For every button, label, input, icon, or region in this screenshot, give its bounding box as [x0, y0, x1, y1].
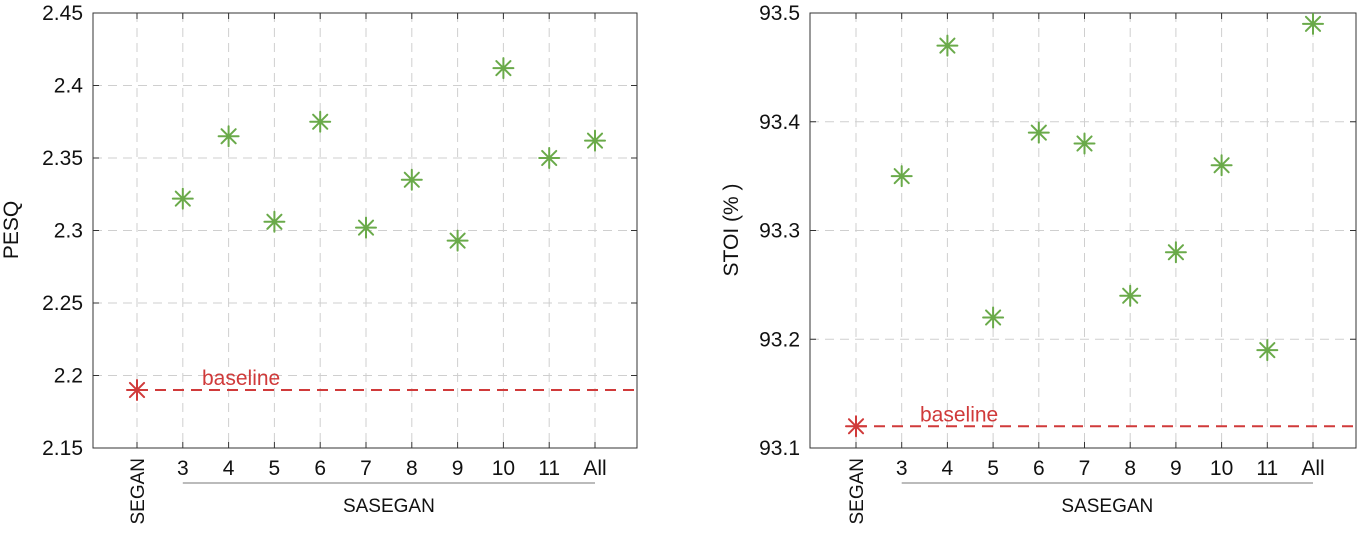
segan-point	[126, 379, 148, 401]
x-tick-label: 7	[360, 457, 372, 480]
stoi-chart: 93.1 93.2 93.3 93.4 93.5 SEGAN 3 4 5 6 7 8 9 10 11 All S…	[720, 2, 1357, 525]
x-tick-label: 6	[314, 457, 326, 480]
y-tick-label: 93.2	[759, 328, 800, 351]
sasegan-point-shape	[1256, 339, 1279, 362]
x-tick-label: 3	[896, 457, 908, 480]
y-tick-label: 2.4	[54, 75, 84, 98]
sasegan-point	[584, 129, 606, 152]
baseline-label: baseline	[202, 367, 280, 390]
sasegan-point	[1027, 121, 1050, 144]
sasegan-point	[446, 229, 469, 252]
sasegan-point	[1210, 154, 1233, 177]
sasegan-point	[982, 306, 1005, 329]
sasegan-point-shape	[492, 57, 515, 80]
sasegan-point-shape	[1119, 284, 1142, 307]
sasegan-point	[492, 57, 515, 80]
sasegan-point-shape	[936, 34, 959, 57]
group-label: SASEGAN	[343, 496, 435, 517]
sasegan-point-shape	[1302, 12, 1324, 35]
sasegan-point	[538, 147, 561, 169]
segan-point-shape	[126, 379, 148, 401]
sasegan-point-shape	[1210, 154, 1233, 177]
x-tick-label: 3	[177, 457, 189, 480]
sasegan-point-shape	[263, 210, 286, 233]
segan-point-shape	[845, 415, 867, 438]
segan-point	[845, 415, 867, 438]
sasegan-point-shape	[982, 306, 1005, 329]
x-tick-label: 8	[406, 457, 418, 480]
y-tick-label: 2.2	[54, 365, 83, 388]
sasegan-point-shape	[446, 229, 469, 252]
x-tick-label: All	[1301, 457, 1324, 480]
y-tick-label: 93.5	[759, 2, 800, 25]
x-tick-label: 9	[452, 457, 464, 480]
y-tick-label: 2.3	[54, 220, 83, 243]
sasegan-point	[936, 34, 959, 57]
y-tick-label: 2.25	[42, 292, 83, 315]
sasegan-point	[1164, 241, 1187, 264]
sasegan-point-shape	[400, 168, 423, 191]
y-tick-label: 93.1	[759, 437, 800, 460]
sasegan-point	[171, 187, 194, 210]
sasegan-point-shape	[1073, 132, 1096, 155]
sasegan-point-shape	[1027, 121, 1050, 144]
x-tick-label: 8	[1124, 457, 1136, 480]
sasegan-point	[1302, 12, 1324, 35]
x-tick-label: 4	[223, 457, 235, 480]
y-tick-label: 2.35	[42, 147, 83, 170]
sasegan-point-shape	[355, 216, 377, 239]
sasegan-point-shape	[890, 165, 913, 188]
y-tick-label: 2.15	[42, 437, 83, 460]
x-tick-label: 5	[987, 457, 999, 480]
sasegan-point	[309, 110, 332, 133]
x-tick-label: 10	[1210, 457, 1233, 480]
sasegan-point	[890, 165, 913, 188]
baseline-label: baseline	[920, 403, 998, 426]
x-tick-label: 4	[942, 457, 954, 480]
sasegan-point-shape	[171, 187, 194, 210]
x-tick-label: 9	[1170, 457, 1182, 480]
y-axis-label: STOI (% )	[720, 184, 743, 277]
x-tick-label: 11	[538, 457, 560, 480]
sasegan-point	[263, 210, 286, 233]
sasegan-point-shape	[1164, 241, 1187, 264]
pesq-chart: 2.15 2.2 2.25 2.3 2.35 2.4 2.45 SEGAN 3 4 5 6 7 8 9 10 1…	[0, 2, 638, 525]
sasegan-point	[1119, 284, 1142, 307]
y-tick-label: 93.3	[759, 220, 800, 243]
sasegan-point-shape	[309, 110, 332, 133]
x-tick-label: 11	[1256, 457, 1278, 480]
x-tick-label: All	[583, 457, 606, 480]
sasegan-point	[1256, 339, 1279, 362]
sasegan-point	[1073, 132, 1096, 155]
sasegan-point-shape	[584, 129, 606, 152]
y-axis-label: PESQ	[0, 201, 23, 259]
sasegan-point	[355, 216, 377, 239]
sasegan-point-shape	[217, 125, 240, 148]
y-tick-label: 2.45	[42, 2, 83, 25]
x-tick-label: 10	[492, 457, 515, 480]
group-label: SASEGAN	[1061, 496, 1153, 517]
sasegan-point	[400, 168, 423, 191]
x-tick-label: 7	[1079, 457, 1091, 480]
sasegan-point-shape	[538, 147, 561, 169]
y-tick-label: 93.4	[759, 111, 800, 134]
x-tick-label: 6	[1033, 457, 1045, 480]
x-tick-label: 5	[269, 457, 281, 480]
x-tick-label-segan: SEGAN	[847, 458, 868, 525]
sasegan-point	[217, 125, 240, 148]
x-tick-label-segan: SEGAN	[128, 458, 149, 525]
